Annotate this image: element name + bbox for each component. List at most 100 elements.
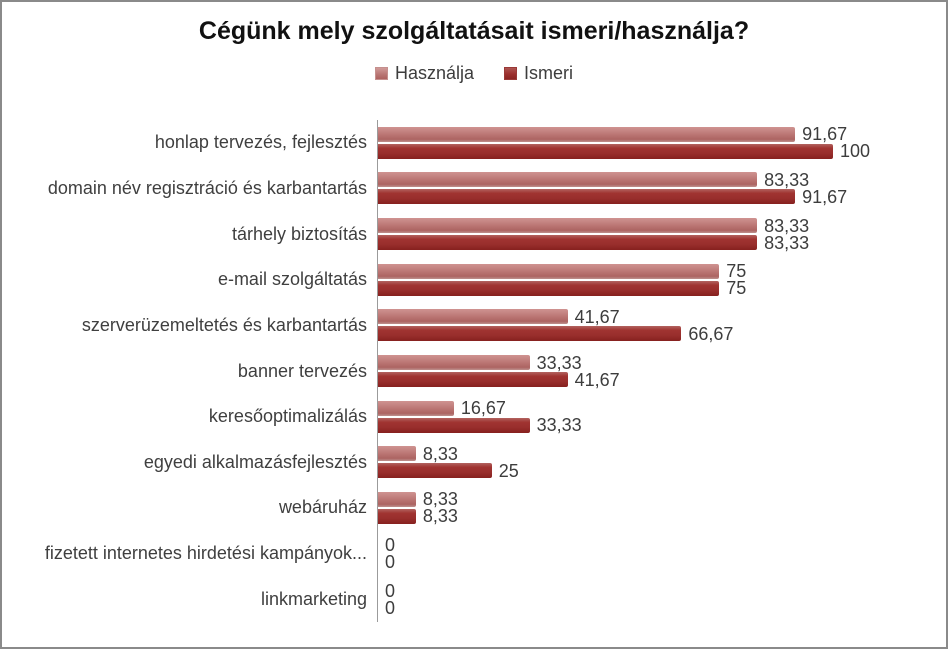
bar-line: 0 — [378, 580, 946, 601]
category-row: fizetett internetes hirdetési kampányok.… — [2, 530, 946, 577]
legend-item-ismeri: Ismeri — [504, 63, 573, 84]
category-bars: 8,33 25 — [377, 439, 946, 486]
bar-hasznalja — [378, 400, 454, 416]
bar-line: 41,67 — [378, 306, 946, 327]
category-label: tárhely biztosítás — [231, 223, 367, 244]
category-bars: 83,33 83,33 — [377, 211, 946, 257]
category-row: keresőoptimalizálás 16,67 33,33 — [2, 393, 946, 440]
bar-ismeri — [378, 508, 416, 524]
category-bars: 41,67 66,67 — [377, 302, 946, 349]
category-label: szerverüzemeltetés és karbantartás — [81, 314, 367, 335]
legend-label-hasznalja: Használja — [394, 62, 475, 83]
bar-ismeri — [378, 189, 796, 205]
bar-ismeri — [378, 280, 720, 296]
bar-hasznalja — [378, 126, 796, 142]
category-row: webáruház 8,33 8,33 — [2, 485, 946, 531]
category-row: tárhely biztosítás 83,33 83,33 — [2, 211, 946, 257]
bar-hasznalja — [378, 218, 758, 234]
bar-ismeri — [378, 143, 833, 159]
category-bars: 33,33 41,67 — [377, 348, 946, 394]
bar-value-label: 0 — [385, 535, 396, 556]
category-bars: 75 75 — [377, 256, 946, 303]
category-row: honlap tervezés, fejlesztés 91,67 100 — [2, 120, 946, 166]
bar-hasznalja — [378, 172, 758, 188]
bar-value-label: 0 — [385, 552, 396, 573]
category-row: linkmarketing 0 0 — [2, 576, 946, 623]
bar-line: 8,33 — [378, 507, 946, 525]
category-bars: 91,67 100 — [377, 120, 946, 166]
bar-ismeri — [378, 326, 682, 342]
category-label: egyedi alkalmazásfejlesztés — [143, 451, 367, 472]
category-label: e-mail szolgáltatás — [217, 269, 367, 290]
bar-value-label: 33,33 — [536, 415, 582, 436]
category-row: egyedi alkalmazásfejlesztés 8,33 25 — [2, 439, 946, 486]
bar-line: 8,33 — [378, 489, 946, 510]
bar-value-label: 16,67 — [460, 398, 506, 419]
bar-line: 91,67 — [378, 186, 946, 207]
bar-line: 66,67 — [378, 323, 946, 344]
bar-line: 0 — [378, 535, 946, 556]
bar-line: 75 — [378, 278, 946, 299]
bar-line: 83,33 — [378, 215, 946, 236]
bar-value-label: 83,33 — [764, 232, 810, 253]
category-bars: 8,33 8,33 — [377, 485, 946, 531]
bar-value-label: 83,33 — [764, 215, 810, 236]
bar-value-label: 8,33 — [422, 443, 458, 464]
category-label: webáruház — [278, 497, 367, 518]
bar-line: 91,67 — [378, 124, 946, 145]
category-label: linkmarketing — [260, 588, 367, 609]
bar-value-label: 41,67 — [574, 369, 620, 390]
category-label: fizetett internetes hirdetési kampányok.… — [44, 543, 367, 564]
legend-label-ismeri: Ismeri — [524, 62, 574, 83]
bar-line: 41,67 — [378, 369, 946, 390]
bar-line: 0 — [378, 552, 946, 573]
bar-value-label: 8,33 — [422, 489, 458, 510]
bar-value-label: 66,67 — [688, 323, 734, 344]
chart-title: Cégünk mely szolgáltatásait ismeri/haszn… — [198, 17, 750, 45]
legend-item-hasznalja: Használja — [374, 62, 475, 84]
bar-line: 25 — [378, 460, 946, 481]
category-label: keresőoptimalizálás — [208, 406, 367, 427]
legend-swatch-ismeri-icon — [504, 66, 518, 80]
bar-hasznalja — [378, 446, 416, 462]
category-label: honlap tervezés, fejlesztés — [154, 132, 367, 153]
bar-line: 83,33 — [378, 232, 946, 253]
legend-swatch-hasznalja-icon — [374, 66, 388, 80]
bar-ismeri — [378, 372, 568, 388]
bar-line: 33,33 — [378, 415, 946, 436]
bar-value-label: 91,67 — [802, 124, 848, 145]
bar-line: 100 — [378, 141, 946, 162]
bar-value-label: 25 — [498, 460, 519, 481]
category-row: e-mail szolgáltatás 75 75 — [2, 256, 946, 303]
plot-area: honlap tervezés, fejlesztés 91,67 100 domai… — [2, 120, 946, 623]
bar-value-label: 91,67 — [802, 186, 848, 207]
category-bars: 16,67 33,33 — [377, 393, 946, 440]
category-row: szerverüzemeltetés és karbantartás 41,67 6… — [2, 302, 946, 349]
bar-line: 33,33 — [378, 352, 946, 373]
bar-value-label: 75 — [726, 278, 747, 299]
bar-line: 16,67 — [378, 398, 946, 419]
category-label: domain név regisztráció és karbantartás — [47, 177, 367, 198]
bar-hasznalja — [378, 263, 720, 279]
category-row: banner tervezés 33,33 41,67 — [2, 348, 946, 394]
bar-ismeri — [378, 463, 492, 479]
bar-ismeri — [378, 235, 758, 251]
bar-line: 75 — [378, 262, 946, 280]
bar-value-label: 0 — [385, 580, 396, 601]
bar-line: 83,33 — [378, 171, 946, 189]
category-bars: 83,33 91,67 — [377, 165, 946, 212]
legend: Használja Ismeri — [2, 62, 946, 84]
category-label: banner tervezés — [237, 360, 367, 381]
bar-line: 8,33 — [378, 443, 946, 464]
bar-ismeri — [378, 417, 530, 433]
bar-value-label: 33,33 — [536, 352, 582, 373]
bar-value-label: 100 — [840, 141, 871, 162]
bar-value-label: 41,67 — [574, 306, 620, 327]
bar-hasznalja — [378, 309, 568, 325]
bar-line: 0 — [378, 597, 946, 618]
bar-value-label: 0 — [385, 597, 396, 618]
category-row: domain név regisztráció és karbantartás 8… — [2, 165, 946, 212]
